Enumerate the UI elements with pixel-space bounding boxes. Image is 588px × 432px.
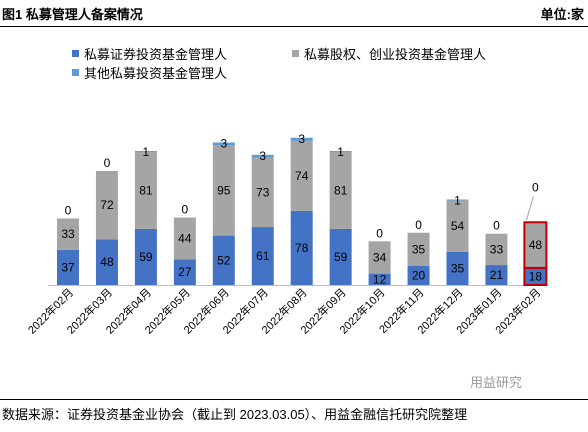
- bar-segment: [446, 251, 469, 285]
- data-label: 81: [139, 183, 153, 197]
- data-label: 3: [220, 137, 227, 151]
- data-label: 33: [61, 227, 75, 241]
- data-label: 95: [217, 183, 231, 197]
- bar-segment: [212, 235, 235, 285]
- data-label: 21: [490, 268, 504, 282]
- bar-segment: [212, 145, 235, 236]
- legend-label-2: 私募股权、创业投资基金管理人: [304, 47, 486, 62]
- bar-segment: [368, 241, 391, 274]
- bar-segment: [173, 217, 196, 260]
- data-label: 3: [259, 149, 266, 163]
- bar-segment: [407, 232, 430, 266]
- bar-segment: [134, 228, 157, 285]
- data-label: 78: [295, 241, 309, 255]
- bottom-rule: [0, 399, 588, 400]
- data-label: 48: [529, 238, 543, 252]
- data-label: 12: [373, 272, 387, 286]
- bar-segment: [95, 171, 118, 240]
- bar-segment: [407, 266, 430, 285]
- data-label: 74: [295, 169, 309, 183]
- data-label: 52: [217, 253, 231, 267]
- bar-segment: [368, 273, 391, 285]
- bar-segment: [329, 152, 352, 229]
- label-leader-line: [525, 196, 534, 221]
- bar-segment: [251, 157, 274, 228]
- legend-label-1: 私募证券投资基金管理人: [84, 47, 227, 62]
- bar-segment: [95, 239, 118, 285]
- data-label: 61: [256, 249, 270, 263]
- bar-segment: [290, 137, 313, 141]
- top-rule: [0, 26, 588, 27]
- bar-segment: [290, 210, 313, 285]
- unit-label: 单位:家: [540, 7, 584, 22]
- data-label: 35: [451, 261, 465, 275]
- data-label: 1: [454, 194, 461, 208]
- data-label: 20: [412, 269, 426, 283]
- data-label: 48: [100, 255, 114, 269]
- data-source-note: 数据来源：证券投资基金业协会（截止到 2023.03.05）、用益金融信托研究院…: [2, 407, 468, 422]
- data-label: 0: [415, 218, 422, 232]
- bar-segment: [134, 151, 157, 152]
- data-label: 44: [178, 231, 192, 245]
- legend-swatch-1: [72, 50, 79, 57]
- data-label: 18: [529, 269, 543, 283]
- chart-title: 图1 私募管理人备案情况: [2, 7, 143, 22]
- data-label: 3: [298, 132, 305, 146]
- bar-segment: [485, 265, 508, 285]
- data-label: 72: [100, 198, 114, 212]
- chart-header: 图1 私募管理人备案情况 单位:家: [0, 0, 588, 26]
- bar-segment: [57, 218, 79, 250]
- data-label: 34: [373, 250, 387, 264]
- data-label: 35: [412, 242, 426, 256]
- data-label: 81: [334, 183, 348, 197]
- bar-segment: [485, 233, 508, 266]
- data-label: 54: [451, 219, 465, 233]
- data-label: 59: [139, 250, 153, 264]
- bar-segment: [134, 152, 157, 229]
- bar-segment: [446, 200, 469, 252]
- data-label: 27: [178, 265, 192, 279]
- bar-segment: [251, 154, 274, 158]
- bar-segment: [329, 228, 352, 285]
- data-label: 0: [104, 156, 111, 170]
- data-label: 0: [532, 180, 539, 194]
- data-label: 0: [65, 204, 72, 218]
- bar-segment: [446, 199, 469, 201]
- data-label: 0: [376, 226, 383, 240]
- data-label: 1: [337, 145, 344, 159]
- bar-segment: [173, 259, 196, 285]
- data-label: 59: [334, 250, 348, 264]
- data-label: 37: [61, 260, 75, 274]
- bar-segment: [251, 227, 274, 285]
- stacked-bar-chart: 私募证券投资基金管理人 私募股权、创业投资基金管理人其他私募投资基金管理人3733…: [25, 47, 548, 337]
- data-label: 0: [493, 219, 500, 233]
- data-label: 1: [143, 145, 150, 159]
- bar-segment: [523, 221, 548, 269]
- data-label: 33: [490, 242, 504, 256]
- bar-segment: [329, 151, 352, 152]
- legend-label-3: 其他私募投资基金管理人: [84, 66, 227, 81]
- data-label: 0: [182, 203, 189, 217]
- data-label: 73: [256, 185, 270, 199]
- bar-segment: [290, 140, 313, 211]
- bar-segment: [212, 142, 235, 146]
- legend-swatch-3: [72, 69, 79, 76]
- watermark-text: 用益研究: [470, 375, 523, 390]
- legend-swatch-2: [292, 50, 299, 57]
- bar-segment: [57, 249, 79, 285]
